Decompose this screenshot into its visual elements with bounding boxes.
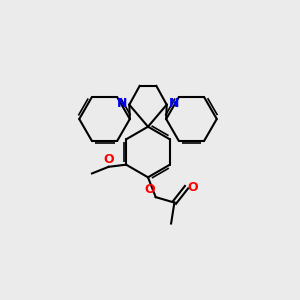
Text: O: O: [188, 181, 198, 194]
Text: N: N: [169, 97, 179, 110]
Text: N: N: [117, 97, 127, 110]
Text: O: O: [103, 153, 114, 166]
Text: O: O: [144, 183, 155, 196]
